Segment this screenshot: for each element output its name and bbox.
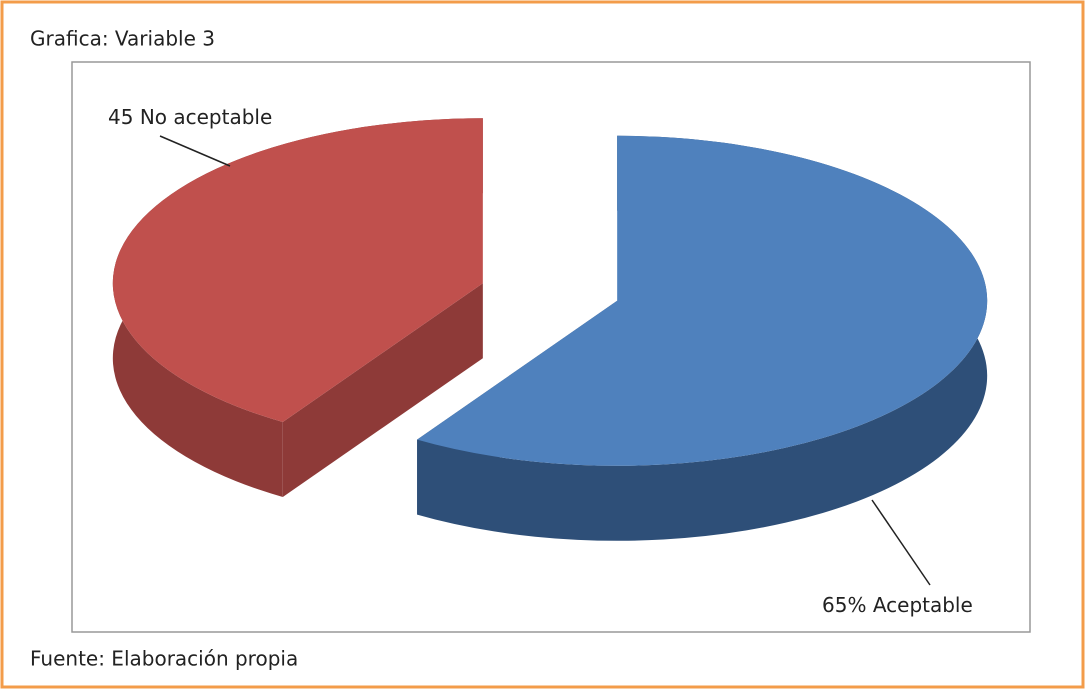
value-label: 65% xyxy=(822,593,866,617)
leader-line xyxy=(159,135,231,167)
pie-slice xyxy=(417,135,988,466)
data-label: 45 No aceptable xyxy=(108,105,272,129)
slice-wall xyxy=(282,283,483,498)
category-label: No aceptable xyxy=(140,105,272,129)
pie-slice xyxy=(112,118,483,423)
slices xyxy=(112,118,988,541)
chart-title: Grafica: Variable 3 xyxy=(30,27,215,51)
leader-line xyxy=(871,499,931,586)
category-label: Aceptable xyxy=(873,593,973,617)
value-label: 45 xyxy=(108,105,133,129)
data-label: 65% Aceptable xyxy=(822,593,973,617)
source-note: Fuente: Elaboración propia xyxy=(30,647,298,671)
